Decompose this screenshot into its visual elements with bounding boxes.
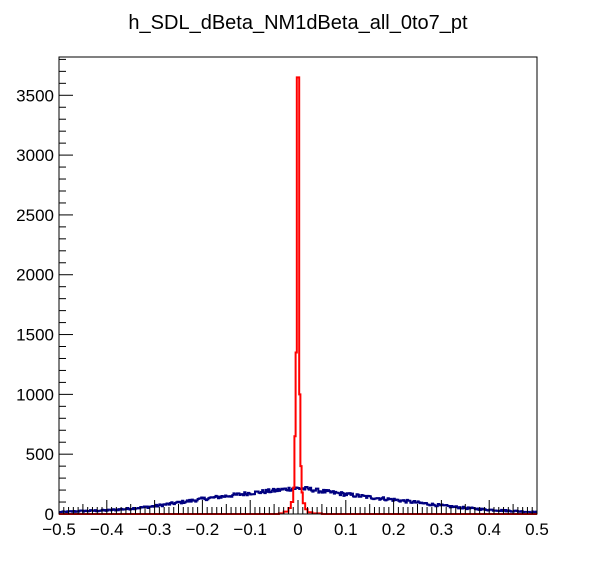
plot-frame (58, 56, 538, 515)
y-tick-label: 0 (45, 505, 54, 524)
x-tick-label: 0.4 (477, 520, 501, 539)
x-tick-label: −0.1 (233, 520, 267, 539)
y-tick-label: 1500 (16, 326, 54, 345)
x-tick-label: −0.3 (138, 520, 172, 539)
x-tick-label: 0.5 (525, 520, 549, 539)
y-tick-label: 500 (26, 445, 54, 464)
x-tick-label: 0.2 (382, 520, 406, 539)
x-tick-label: 0 (293, 520, 302, 539)
x-tick-label: −0.2 (186, 520, 220, 539)
y-tick-label: 1000 (16, 385, 54, 404)
x-tick-label: −0.5 (42, 520, 76, 539)
x-tick-label: 0.3 (430, 520, 454, 539)
y-tick-label: 3500 (16, 86, 54, 105)
y-tick-label: 2500 (16, 206, 54, 225)
axis-layer: −0.5 −0.4 −0.3 −0.2 −0.1 0 0.1 0.2 0.3 0.4 0.5 0 500… (16, 58, 549, 539)
y-tick-label: 2000 (16, 266, 54, 285)
series-blue-histogram (59, 485, 537, 514)
series-layer (59, 76, 537, 515)
x-tick-label: −0.4 (90, 520, 124, 539)
series-red-histogram (59, 76, 537, 515)
chart-title: h_SDL_dBeta_NM1dBeta_all_0to7_pt (128, 12, 468, 34)
y-tick-label: 3000 (16, 146, 54, 165)
x-tick-label: 0.1 (334, 520, 358, 539)
